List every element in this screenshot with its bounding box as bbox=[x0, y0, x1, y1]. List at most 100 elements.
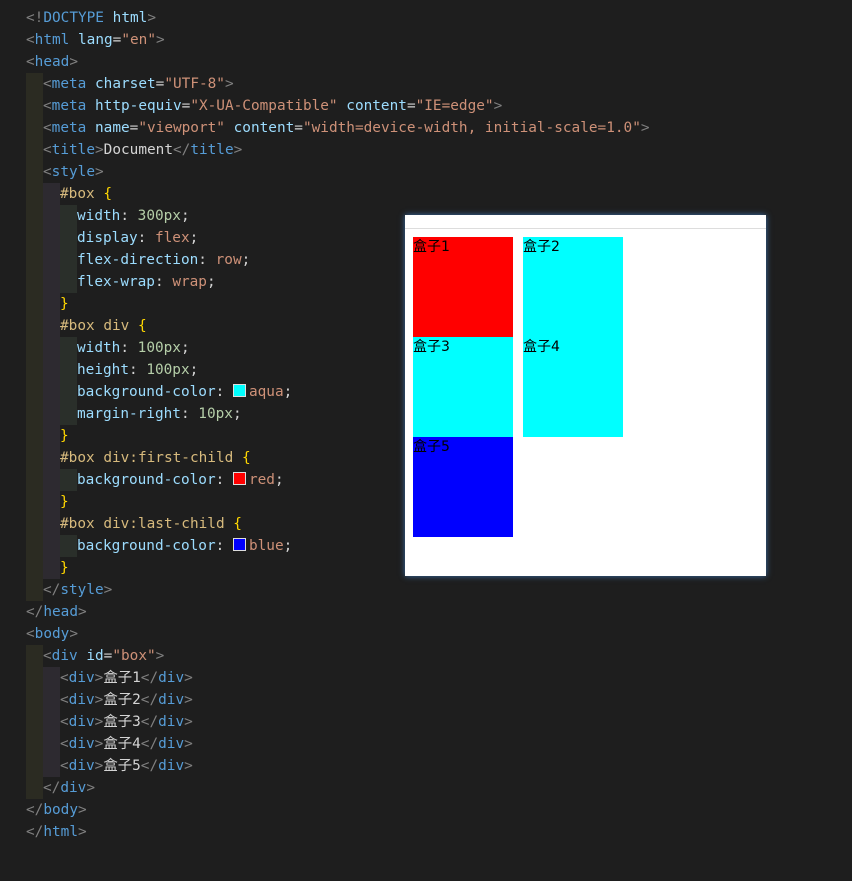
code-token: } bbox=[60, 494, 69, 510]
indent-guide bbox=[43, 469, 60, 491]
code-token: } bbox=[60, 428, 69, 444]
code-token: } bbox=[60, 296, 69, 312]
indent-guide bbox=[26, 579, 43, 601]
indent-guide bbox=[26, 557, 43, 579]
code-token: style bbox=[60, 582, 104, 598]
code-token: } bbox=[60, 560, 69, 576]
code-token: </ bbox=[140, 714, 159, 730]
code-token: > bbox=[69, 626, 78, 642]
indent-guide bbox=[26, 161, 43, 183]
indent-guide bbox=[43, 293, 60, 315]
code-token: > bbox=[77, 604, 87, 620]
code-token: : bbox=[120, 208, 138, 224]
code-token bbox=[338, 98, 347, 114]
code-token: > bbox=[94, 758, 104, 774]
indent-guide bbox=[26, 513, 43, 535]
indent-guide bbox=[26, 491, 43, 513]
indent-guide bbox=[43, 227, 60, 249]
indent-guide bbox=[43, 359, 60, 381]
code-token: 盒子4 bbox=[103, 736, 141, 752]
code-token: div bbox=[68, 714, 95, 730]
code-token: body bbox=[34, 626, 70, 642]
indent-guide bbox=[43, 711, 60, 733]
indent-guide bbox=[60, 381, 77, 403]
code-token: { bbox=[137, 318, 147, 334]
code-token: </ bbox=[26, 802, 44, 818]
indent-guide bbox=[26, 359, 43, 381]
code-token: 300px bbox=[137, 208, 181, 224]
code-token: #box bbox=[60, 186, 95, 202]
code-token: 10px bbox=[198, 406, 233, 422]
code-token: : bbox=[120, 340, 138, 356]
code-token: > bbox=[155, 32, 165, 48]
code-token bbox=[86, 98, 95, 114]
code-token: wrap bbox=[172, 274, 207, 290]
indent-guide bbox=[26, 293, 43, 315]
code-token: { bbox=[233, 516, 242, 532]
code-token: > bbox=[184, 736, 193, 752]
code-token: : bbox=[180, 406, 199, 422]
code-token: div bbox=[158, 736, 185, 752]
code-token: 100px bbox=[137, 340, 181, 356]
code-token: style bbox=[51, 164, 95, 180]
code-token: div bbox=[158, 670, 185, 686]
code-token: 盒子2 bbox=[103, 692, 141, 708]
code-token: meta bbox=[51, 76, 87, 92]
code-token: head bbox=[43, 604, 78, 620]
code-token: > bbox=[184, 714, 193, 730]
color-swatch[interactable] bbox=[232, 538, 246, 551]
code-token: background-color bbox=[77, 538, 216, 554]
code-token: = bbox=[103, 648, 113, 664]
code-token: div bbox=[158, 758, 185, 774]
indent-guide bbox=[43, 667, 60, 689]
indent-guide bbox=[26, 271, 43, 293]
indent-guide bbox=[60, 535, 77, 557]
indent-guide bbox=[43, 513, 60, 535]
code-token: flex-wrap bbox=[77, 274, 155, 290]
code-token: background-color bbox=[77, 384, 216, 400]
color-swatch[interactable] bbox=[232, 472, 246, 485]
code-token: #box div:first-child bbox=[60, 450, 234, 466]
code-token: "en" bbox=[121, 32, 156, 48]
code-token: margin-right bbox=[77, 406, 181, 422]
code-token: </ bbox=[26, 824, 44, 840]
code-token: "UTF-8" bbox=[164, 76, 225, 92]
indent-guide bbox=[26, 711, 43, 733]
code-token: > bbox=[69, 54, 78, 70]
code-token: width bbox=[77, 208, 121, 224]
code-token: Document bbox=[103, 142, 173, 158]
code-token: width bbox=[77, 340, 121, 356]
code-token: div bbox=[60, 780, 87, 796]
code-token: > bbox=[224, 76, 234, 92]
indent-guide bbox=[60, 271, 77, 293]
code-token: body bbox=[43, 802, 78, 818]
code-token bbox=[86, 120, 95, 136]
color-swatch[interactable] bbox=[232, 384, 246, 397]
code-token: < bbox=[26, 32, 35, 48]
code-token: > bbox=[95, 142, 104, 158]
code-token: < bbox=[26, 54, 35, 70]
code-token: </ bbox=[140, 670, 159, 686]
code-token: meta bbox=[51, 120, 87, 136]
code-token: red bbox=[248, 472, 275, 488]
code-token bbox=[104, 10, 113, 26]
box-5: 盒子5 bbox=[413, 437, 513, 537]
code-token: 盒子5 bbox=[103, 758, 141, 774]
indent-guide bbox=[43, 425, 60, 447]
box-3: 盒子3 bbox=[413, 337, 513, 437]
indent-guide bbox=[26, 403, 43, 425]
code-token: title bbox=[51, 142, 95, 158]
code-token: < bbox=[60, 736, 69, 752]
code-token: : bbox=[128, 362, 147, 378]
code-token: < bbox=[43, 98, 52, 114]
code-token: title bbox=[190, 142, 234, 158]
code-token: : bbox=[215, 538, 233, 554]
indent-guide bbox=[43, 447, 60, 469]
code-token: > bbox=[103, 582, 113, 598]
indent-guide bbox=[26, 535, 43, 557]
code-token bbox=[233, 450, 242, 466]
code-token: flex bbox=[154, 230, 190, 246]
indent-guide bbox=[43, 689, 60, 711]
code-token: : bbox=[198, 252, 216, 268]
code-token: content bbox=[346, 98, 407, 114]
